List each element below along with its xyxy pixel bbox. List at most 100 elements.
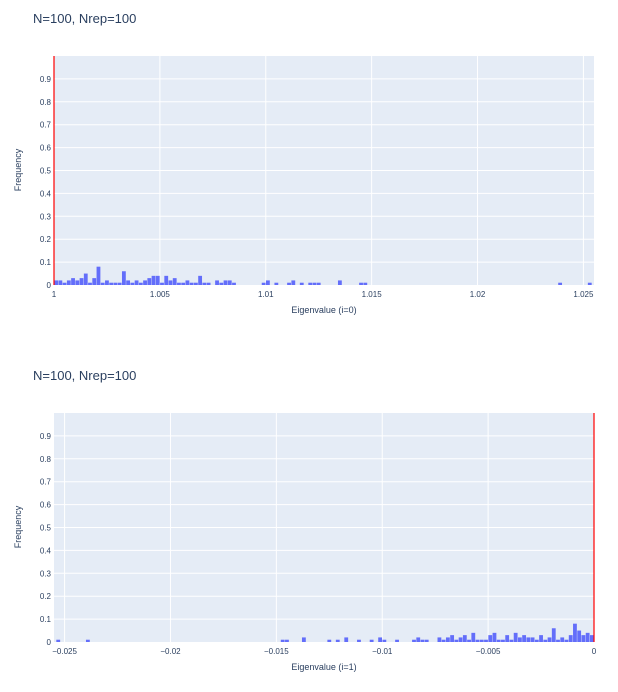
histogram-bar	[138, 282, 143, 285]
histogram-bar	[160, 282, 164, 285]
histogram-bar	[378, 637, 383, 642]
histogram-bar	[344, 637, 349, 642]
histogram-bar	[335, 639, 340, 642]
histogram-bar	[75, 280, 80, 285]
histogram-bar	[151, 275, 156, 285]
y-tick-label: 0.3	[40, 569, 52, 578]
histogram-bar	[227, 280, 232, 285]
y-tick-label: 0.8	[40, 98, 52, 107]
x-axis-title: Eigenvalue (i=0)	[291, 305, 356, 315]
histogram-bar	[539, 635, 543, 642]
histogram-bar	[543, 639, 548, 642]
y-tick-label: 0.2	[40, 592, 52, 601]
chart-title: N=100, Nrep=100	[33, 11, 136, 26]
histogram-bar	[573, 623, 577, 642]
histogram-bar	[560, 637, 565, 642]
histogram-bar	[223, 280, 228, 285]
histogram-bar	[177, 282, 181, 285]
x-tick-label: −0.015	[264, 647, 289, 656]
histogram-bar	[168, 280, 173, 285]
histogram-bar	[568, 635, 573, 642]
histogram-bar	[198, 275, 203, 285]
x-tick-label: −0.02	[160, 647, 181, 656]
histogram-bar	[492, 632, 497, 642]
histogram-bar	[445, 637, 450, 642]
histogram-bar	[505, 635, 510, 642]
histogram-bar	[556, 639, 560, 642]
x-tick-labels: −0.025 −0.02 −0.015 −0.01 −0.005 0	[52, 647, 597, 656]
histogram-bar	[105, 280, 109, 285]
histogram-bar	[454, 639, 459, 642]
histogram-bar	[56, 639, 61, 642]
histogram-bar	[265, 280, 270, 285]
histogram-bar	[92, 278, 97, 285]
histogram-bar	[395, 639, 399, 642]
histogram-bar	[232, 282, 236, 285]
y-tick-label: 0.1	[40, 615, 52, 624]
x-tick-labels: 1 1.005 1.01 1.015 1.02 1.025	[52, 290, 594, 299]
histogram-bar	[327, 639, 332, 642]
histogram-bar	[117, 282, 122, 285]
histogram-bar	[134, 280, 139, 285]
y-axis-title: Frequency	[13, 148, 23, 191]
histogram-bar	[280, 639, 285, 642]
histogram-bar	[467, 639, 471, 642]
histogram-bar	[185, 280, 190, 285]
y-tick-label: 0.4	[40, 546, 52, 555]
y-axis-title: Frequency	[13, 505, 23, 548]
y-tick-labels: 0 0.1 0.2 0.3 0.4 0.5 0.6 0.7 0.8 0.9	[40, 75, 52, 290]
histogram-bar	[85, 639, 90, 642]
histogram-bar	[308, 282, 313, 285]
bars	[56, 623, 594, 642]
histogram-bar	[285, 639, 289, 642]
x-tick-label: 1.005	[150, 290, 171, 299]
y-tick-label: 0.7	[40, 478, 52, 487]
histogram-bar	[109, 282, 114, 285]
y-tick-label: 0.6	[40, 144, 52, 153]
histogram-bar	[471, 632, 476, 642]
histogram-bar	[551, 628, 556, 642]
histogram-bar	[261, 282, 266, 285]
histogram-bar	[517, 637, 522, 642]
histogram-bar	[509, 639, 514, 642]
histogram-bar	[147, 278, 152, 285]
histogram-bar	[100, 282, 105, 285]
x-tick-label: 1.015	[362, 290, 383, 299]
histogram-bar	[143, 280, 147, 285]
y-tick-label: 0.3	[40, 212, 52, 221]
histogram-bar	[530, 637, 535, 642]
histogram-bar	[88, 282, 92, 285]
x-tick-label: −0.005	[476, 647, 501, 656]
histogram-bar	[462, 635, 467, 642]
histogram-bar	[496, 639, 501, 642]
histogram-bar	[58, 280, 63, 285]
histogram-bar	[589, 635, 594, 642]
histogram-bar	[357, 639, 361, 642]
y-tick-label: 0.4	[40, 189, 52, 198]
histogram-bar	[363, 282, 368, 285]
chart-eigenvalue-i1: N=100, Nrep=100 0 0.1 0.2 0.3 0.4 0.5 0.6 0.7 0.…	[13, 368, 597, 672]
histogram-bar	[130, 282, 135, 285]
histogram-bar	[585, 632, 590, 642]
histogram-bar	[291, 280, 296, 285]
chart-title: N=100, Nrep=100	[33, 368, 136, 383]
histogram-bar	[219, 282, 224, 285]
histogram-bar	[62, 282, 67, 285]
y-tick-labels: 0 0.1 0.2 0.3 0.4 0.5 0.6 0.7 0.8 0.9	[40, 432, 52, 647]
histogram-bar	[441, 639, 446, 642]
x-axis-title: Eigenvalue (i=1)	[291, 662, 356, 672]
histogram-bar	[412, 639, 416, 642]
y-tick-label: 0.9	[40, 75, 52, 84]
histogram-bar	[172, 278, 177, 285]
histogram-bar	[522, 635, 527, 642]
y-tick-label: 0.6	[40, 501, 52, 510]
histogram-bar	[437, 637, 442, 642]
histogram-bar	[79, 278, 84, 285]
y-tick-label: 0.1	[40, 258, 52, 267]
histogram-bar	[587, 282, 592, 285]
x-tick-label: −0.025	[52, 647, 77, 656]
y-tick-label: 0.2	[40, 235, 52, 244]
histogram-bar	[513, 632, 518, 642]
y-tick-label: 0.5	[40, 167, 52, 176]
